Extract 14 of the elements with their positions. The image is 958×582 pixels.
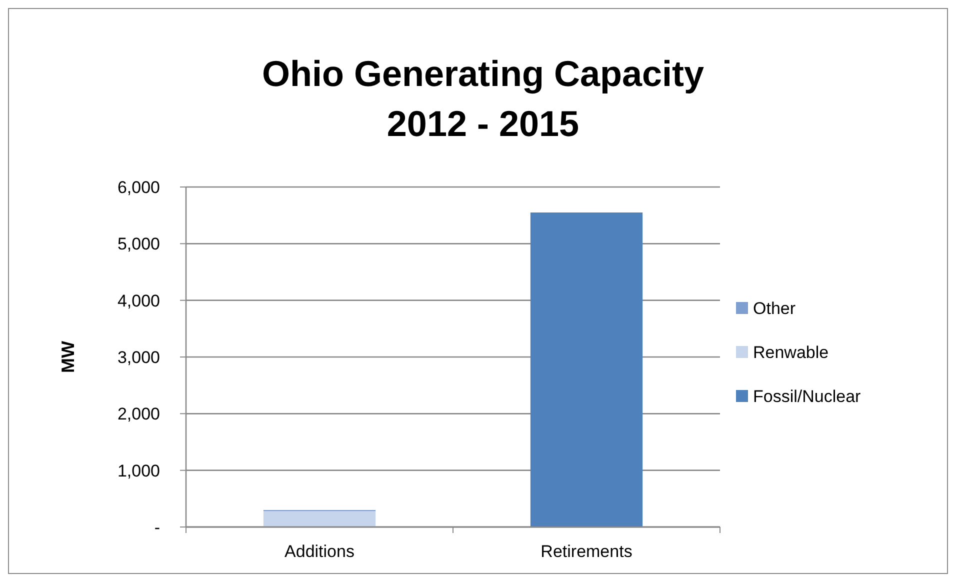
y-tick-label: 2,000 [117,404,160,424]
chart-title: Ohio Generating Capacity 2012 - 2015 [262,53,704,144]
legend-label: Fossil/Nuclear [753,387,862,406]
y-tick-label: - [154,518,160,537]
legend-label: Other [753,299,796,318]
y-tick-label: 5,000 [117,234,160,254]
x-tick-label: Retirements [540,542,632,561]
y-axis-title: MW [58,341,78,373]
legend-label: Renwable [753,343,829,362]
y-tick-label: 1,000 [117,461,160,480]
y-tick-label: 4,000 [117,291,160,310]
x-tick-label: Additions [284,542,354,561]
y-tick-label: 6,000 [117,178,160,197]
y-tick-label: 3,000 [117,348,160,367]
